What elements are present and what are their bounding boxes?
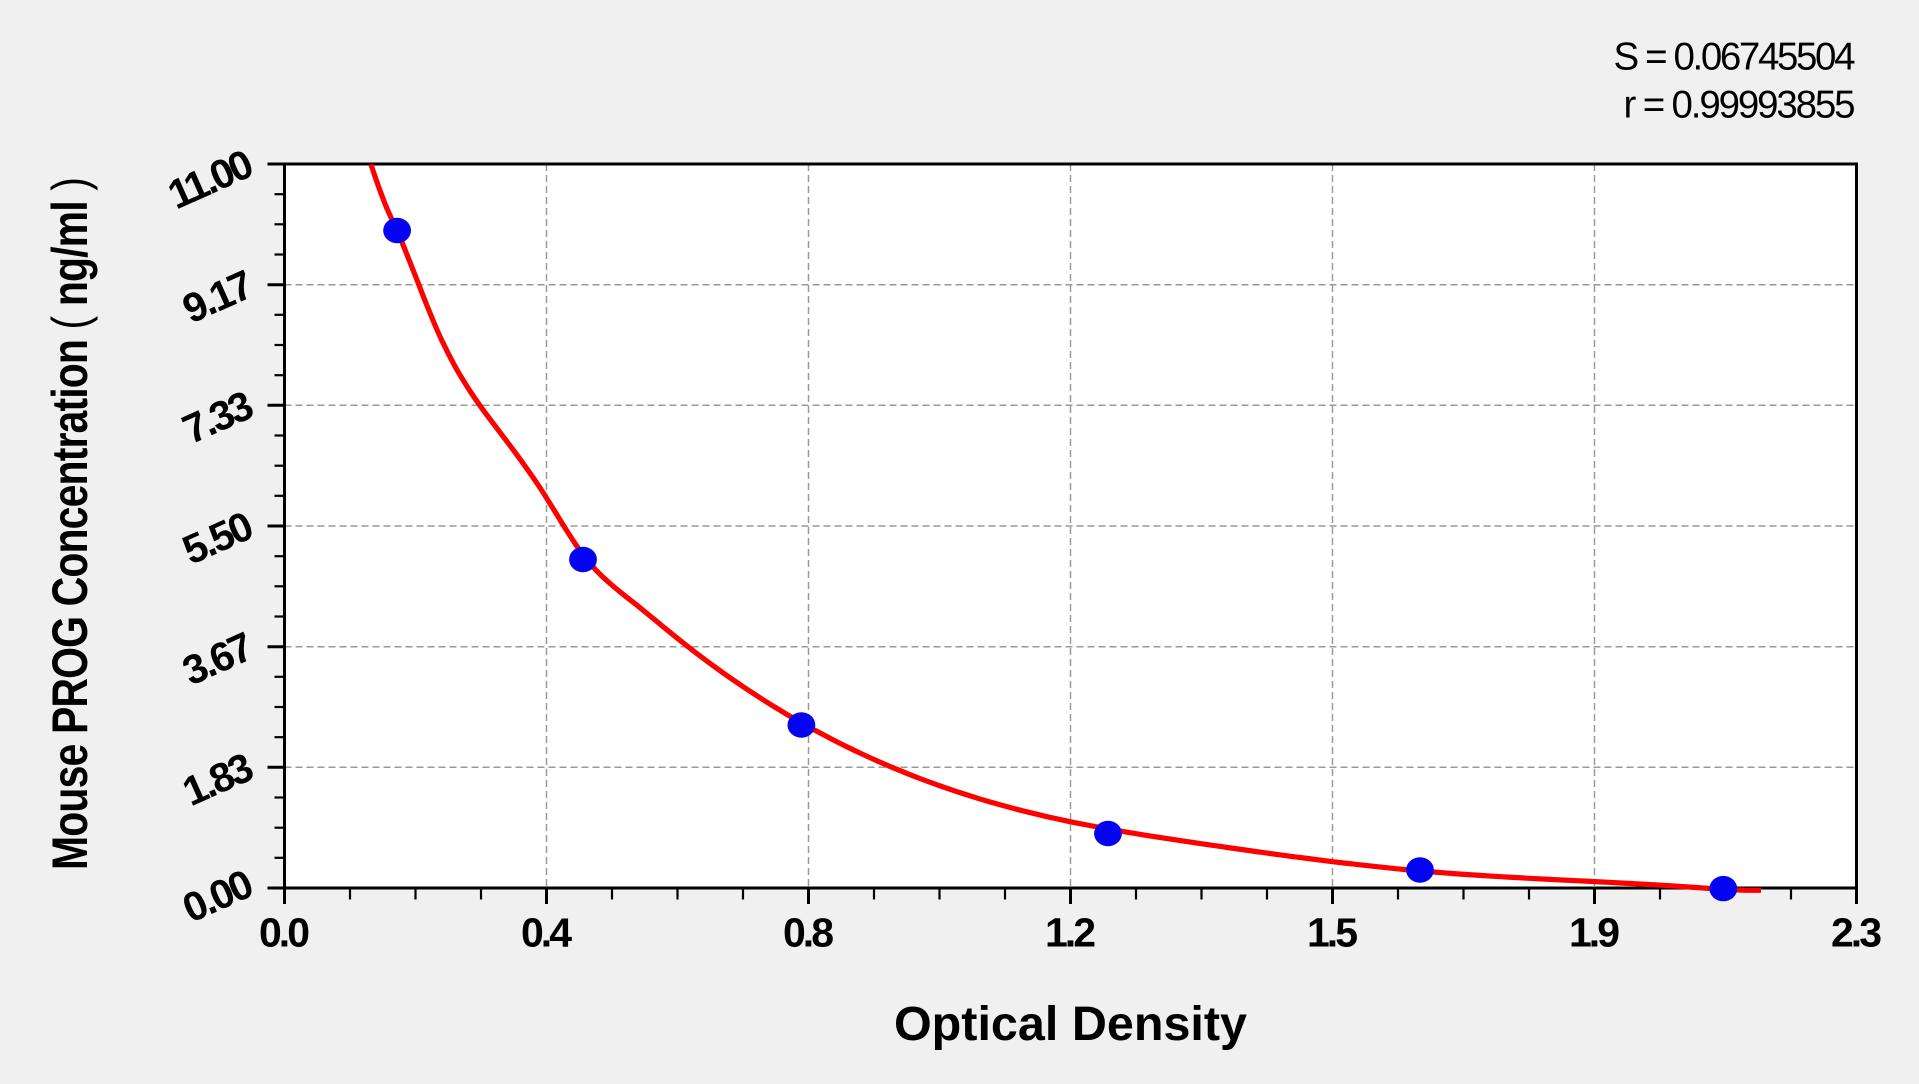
svg-text:0.4: 0.4 bbox=[521, 910, 572, 956]
svg-text:1.9: 1.9 bbox=[1569, 910, 1620, 956]
svg-text:0.0: 0.0 bbox=[259, 910, 310, 956]
svg-text:1.2: 1.2 bbox=[1045, 910, 1096, 956]
svg-text:Optical Density: Optical Density bbox=[894, 997, 1247, 1051]
svg-text:1.5: 1.5 bbox=[1307, 910, 1358, 956]
svg-text:0.8: 0.8 bbox=[783, 910, 834, 956]
svg-text:S = 0.06745504: S = 0.06745504 bbox=[1614, 35, 1856, 78]
svg-text:r = 0.99993855: r = 0.99993855 bbox=[1624, 83, 1856, 126]
svg-text:2.3: 2.3 bbox=[1831, 910, 1882, 956]
svg-text:Mouse PROG Concentration ( ng/: Mouse PROG Concentration ( ng/ml ) bbox=[42, 177, 98, 870]
